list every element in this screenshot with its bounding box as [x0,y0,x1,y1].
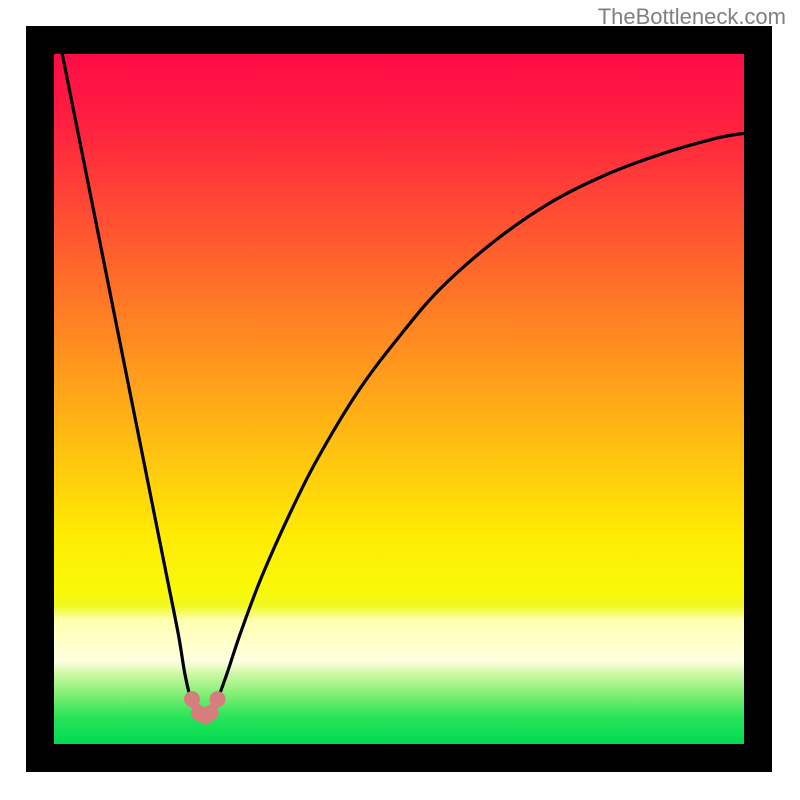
curve-right-branch [209,133,744,713]
stage: TheBottleneck.com [0,0,800,800]
chart-svg [54,54,744,744]
valley-marker-4 [210,691,226,707]
valley-marker-3 [203,705,219,721]
chart-frame [26,26,772,772]
watermark-text: TheBottleneck.com [598,4,786,30]
curve-left-branch [54,54,199,713]
valley-marker-0 [184,691,200,707]
